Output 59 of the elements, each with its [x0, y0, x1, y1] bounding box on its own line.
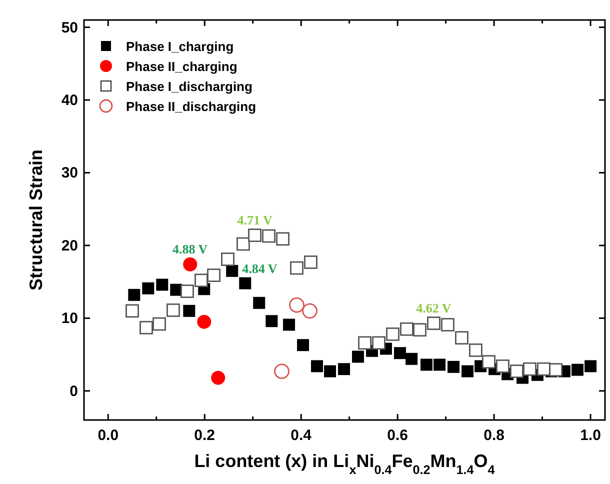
annotation: 4.62 V: [416, 300, 452, 316]
point: [211, 370, 226, 385]
point: [406, 352, 418, 365]
point: [394, 347, 406, 360]
point: [297, 339, 310, 352]
y-tick-label: 20: [61, 237, 78, 254]
point: [194, 274, 208, 288]
point: [226, 264, 238, 277]
point: [197, 314, 212, 329]
legend-label: Phase II_charging: [126, 59, 238, 74]
point: [128, 288, 140, 301]
point: [523, 362, 536, 376]
y-tick-label: 30: [61, 164, 78, 182]
point: [289, 297, 304, 313]
point: [266, 315, 278, 328]
point: [448, 360, 460, 373]
x-tick-label: 0.6: [387, 427, 408, 444]
point: [302, 303, 318, 319]
point: [311, 360, 324, 372]
point: [549, 363, 562, 377]
point: [584, 360, 597, 372]
point: [253, 296, 266, 309]
x-tick-label: 0.8: [484, 427, 504, 444]
point: [462, 365, 474, 378]
point: [274, 364, 290, 379]
point: [239, 277, 252, 290]
x-tick-label: 1.0: [580, 427, 601, 444]
y-tick-label: 10: [61, 310, 78, 328]
legend-label: Phase II_discharging: [126, 99, 256, 114]
point: [510, 364, 524, 378]
text: Li content (x) in Li$_{x}$Ni$_{0.4}$Fe$_{0.2}$Mn$_{1.4}$O$_{4}$: [194, 451, 495, 477]
point: [324, 365, 336, 378]
legend-label: Phase I_discharging: [126, 79, 252, 94]
point: [434, 358, 446, 371]
point: [338, 363, 350, 376]
point: [496, 359, 510, 373]
x-tick-label: 0.4: [290, 427, 312, 444]
point: [372, 336, 386, 350]
point: [183, 304, 196, 317]
point: [352, 350, 364, 363]
y-tick-label: 50: [61, 19, 78, 36]
annotation: 4.84 V: [242, 260, 278, 276]
y-tick-label: 40: [61, 92, 78, 109]
annotation: 4.88 V: [172, 241, 208, 256]
point: [156, 278, 168, 291]
point: [183, 257, 198, 272]
point: [283, 318, 296, 331]
x-tick-label: 0.2: [194, 427, 216, 444]
y-tick-label: 0: [70, 382, 78, 400]
point: [572, 364, 584, 376]
y-axis-title: Structural Strain: [26, 149, 46, 291]
legend-label: Phase I_charging: [126, 39, 234, 54]
x-tick-label: 0.0: [98, 427, 119, 444]
point: [358, 336, 372, 350]
point: [537, 362, 550, 376]
point: [142, 282, 154, 294]
annotation: 4.71 V: [237, 212, 273, 228]
point: [482, 355, 496, 369]
point: [420, 358, 433, 371]
